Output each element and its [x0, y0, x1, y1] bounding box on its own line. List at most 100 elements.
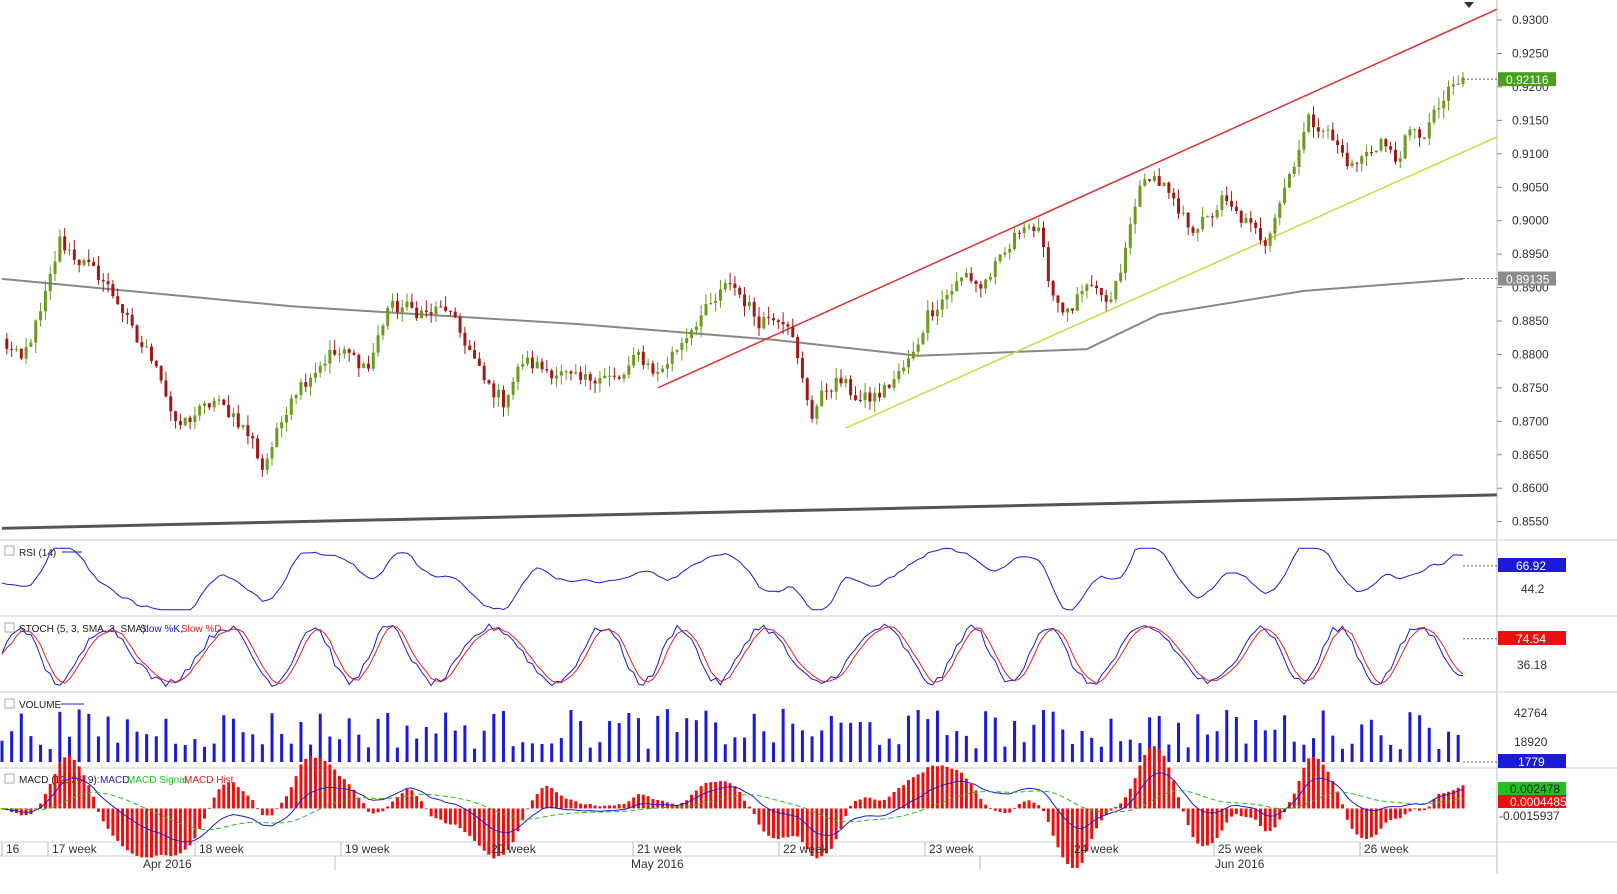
- candle: [723, 279, 727, 293]
- stoch-panel-close-icon[interactable]: [4, 622, 15, 633]
- candle-body: [593, 380, 597, 384]
- candle: [1095, 280, 1099, 295]
- candle-body: [839, 377, 843, 384]
- candle-body: [444, 306, 448, 311]
- candle-body: [501, 389, 505, 408]
- candle-body: [940, 299, 944, 310]
- macd-hist-bar: [699, 786, 703, 809]
- candle: [362, 361, 366, 369]
- candle: [492, 379, 496, 408]
- candle-body: [313, 372, 317, 378]
- candle-body: [608, 375, 612, 377]
- week-label: 19 week: [345, 842, 391, 856]
- candle-body: [19, 348, 23, 359]
- volume-bar: [743, 737, 747, 762]
- stoch-current-tag: [1498, 631, 1566, 645]
- candle-body: [135, 325, 139, 343]
- candle-body: [868, 392, 872, 402]
- candle-body: [680, 342, 684, 350]
- candle: [101, 273, 105, 292]
- candle: [1287, 172, 1291, 189]
- candle: [902, 360, 906, 375]
- macd-hist-bar: [347, 784, 351, 809]
- macd-hist-bar: [501, 808, 505, 855]
- dropdown-arrow-icon[interactable]: [1464, 2, 1474, 8]
- candle: [357, 353, 361, 378]
- candle-body: [733, 283, 737, 288]
- candle: [222, 398, 226, 406]
- candle: [429, 303, 433, 323]
- macd-hist-bar: [294, 776, 298, 809]
- candle: [632, 347, 636, 368]
- candle: [1032, 223, 1036, 238]
- candle: [501, 385, 505, 417]
- macd-hist-bar: [227, 782, 231, 809]
- price-tick-label: 0.8700: [1512, 414, 1549, 428]
- price-tick-label: 0.8850: [1512, 314, 1549, 328]
- volume-bar: [1321, 710, 1325, 762]
- stoch-label: STOCH (5, 3, SMA, 3, SMA):: [19, 624, 148, 635]
- candle-body: [256, 438, 260, 459]
- volume-panel-close-icon[interactable]: [4, 698, 15, 709]
- candle: [468, 339, 472, 351]
- candle: [882, 382, 886, 399]
- candle: [284, 406, 288, 432]
- candle: [1220, 190, 1224, 217]
- candle-body: [1268, 233, 1272, 246]
- candle: [555, 366, 558, 388]
- candle: [762, 311, 766, 330]
- candle-body: [791, 326, 795, 338]
- candle: [675, 349, 679, 356]
- candle: [593, 377, 597, 394]
- macd-hist-bar: [415, 796, 419, 809]
- macd-hist-bar: [1312, 756, 1316, 809]
- macd-hist-bar: [1451, 790, 1455, 809]
- volume-bar: [1042, 710, 1046, 762]
- candle: [796, 334, 800, 365]
- macd-hist-bar: [164, 808, 168, 856]
- macd-hist-bar: [1432, 799, 1436, 809]
- volume-bar: [685, 718, 689, 762]
- volume-bar: [501, 710, 505, 762]
- candle-body: [1365, 151, 1369, 157]
- macd-hist-bar: [849, 805, 853, 809]
- candle: [164, 371, 168, 398]
- volume-bar: [434, 733, 438, 762]
- candle-body: [858, 399, 862, 401]
- candle-body: [550, 370, 554, 379]
- volume-bar: [704, 710, 708, 762]
- macd-hist-bar: [376, 808, 380, 813]
- candle: [5, 333, 9, 355]
- macd-hist-bar: [709, 782, 713, 809]
- macd-hist-bar: [1172, 780, 1176, 809]
- macd-panel-close-icon[interactable]: [4, 773, 15, 784]
- macd-hist-bar: [1355, 808, 1359, 835]
- volume-label: VOLUME: [19, 700, 62, 711]
- macd-hist-bar: [1234, 808, 1238, 815]
- volume-bar: [974, 748, 978, 762]
- volume-bar: [1234, 717, 1238, 762]
- macd-hist-bar: [1297, 781, 1301, 809]
- candle-body: [231, 413, 235, 418]
- macd-hist-bar: [48, 783, 52, 809]
- macd-hist-bar: [400, 793, 404, 809]
- macd-hist-bar: [434, 808, 438, 819]
- macd-hist-bar: [1186, 808, 1190, 826]
- candle: [149, 343, 153, 364]
- price-tick-label: 0.9300: [1512, 13, 1549, 27]
- macd-hist-bar: [574, 801, 578, 809]
- volume-bar: [752, 713, 756, 762]
- candle-body: [323, 363, 327, 366]
- candle-body: [48, 274, 52, 292]
- macd-hist-bar: [231, 782, 235, 809]
- macd-hist-bar: [1051, 808, 1055, 836]
- rsi-panel-close-icon[interactable]: [4, 545, 15, 556]
- volume-bar: [357, 734, 361, 762]
- volume-bar: [1196, 714, 1200, 762]
- macd-hist-bar: [1422, 808, 1426, 811]
- candle: [1143, 173, 1147, 187]
- candle: [569, 370, 573, 381]
- candle: [183, 417, 187, 427]
- macd-hist-bar: [1369, 808, 1373, 838]
- candle-body: [1225, 195, 1229, 202]
